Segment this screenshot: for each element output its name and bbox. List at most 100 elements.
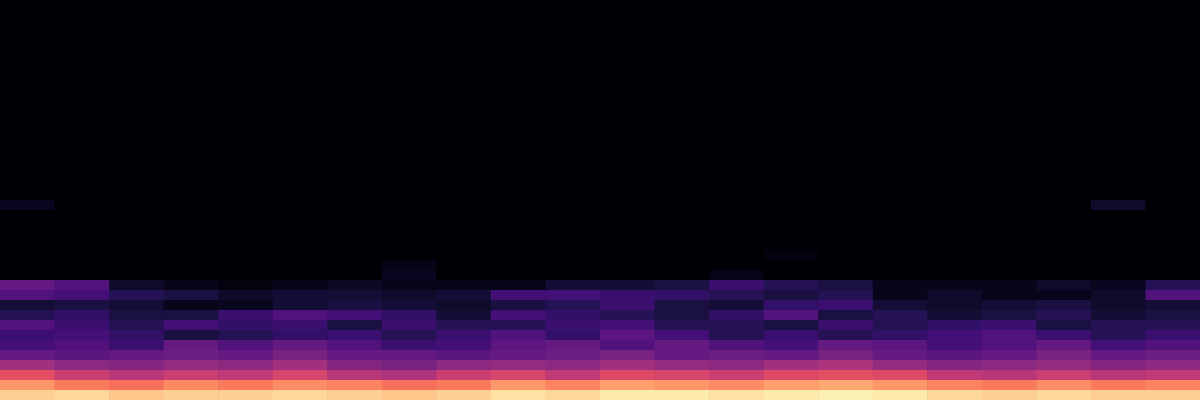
heatmap-cell [218,170,273,181]
heatmap-cell [109,130,164,141]
heatmap-cell [600,230,655,241]
heatmap-cell [0,340,55,351]
heatmap-cell [164,230,219,241]
heatmap-cell [1091,130,1146,141]
heatmap-cell [164,40,219,51]
heatmap-cell [109,190,164,201]
heatmap-cell [545,200,600,211]
heatmap-cell [764,270,819,281]
heatmap-cell [273,30,328,41]
heatmap-cell [1091,340,1146,351]
heatmap-cell [436,0,491,11]
heatmap-cell [164,150,219,161]
heatmap-cell [109,230,164,241]
heatmap-cell [0,0,55,11]
heatmap-cell [1036,230,1091,241]
heatmap-cell [109,90,164,101]
heatmap-cell [1036,20,1091,31]
heatmap-cell [1091,240,1146,251]
heatmap-cell [1145,250,1200,261]
heatmap-cell [818,380,873,391]
heatmap-cell [873,50,928,61]
heatmap-cell [382,340,437,351]
heatmap-cell [600,40,655,51]
heatmap-cell [600,340,655,351]
heatmap-cell [982,370,1037,381]
heatmap-cell [709,250,764,261]
heatmap-cell [273,190,328,201]
heatmap-cell [436,30,491,41]
heatmap-cell [436,270,491,281]
heatmap-cell [709,300,764,311]
heatmap-cell [818,130,873,141]
heatmap-cell [0,230,55,241]
heatmap-cell [218,100,273,111]
heatmap-cell [327,30,382,41]
heatmap-cell [764,220,819,231]
heatmap-cell [600,380,655,391]
heatmap-cell [327,350,382,361]
heatmap-cell [109,60,164,71]
heatmap-cell [436,210,491,221]
heatmap-cell [273,300,328,311]
heatmap-cell [273,70,328,81]
heatmap-cell [818,120,873,131]
heatmap-cell [491,60,546,71]
heatmap-cell [218,140,273,151]
heatmap-cell [109,140,164,151]
heatmap-cell [655,170,710,181]
heatmap-cell [818,190,873,201]
heatmap-cell [764,370,819,381]
heatmap-cell [0,40,55,51]
heatmap-cell [764,110,819,121]
heatmap-cell [818,370,873,381]
heatmap-cell [927,310,982,321]
heatmap-cell [764,50,819,61]
heatmap-cell [55,30,110,41]
heatmap-cell [927,380,982,391]
heatmap-cell [982,20,1037,31]
heatmap-cell [164,90,219,101]
heatmap-cell [982,50,1037,61]
heatmap-cell [327,70,382,81]
heatmap-cell [764,180,819,191]
heatmap-cell [873,180,928,191]
heatmap-cell [218,220,273,231]
heatmap-cell [1145,310,1200,321]
heatmap-cell [273,370,328,381]
heatmap-cell [545,300,600,311]
heatmap-cell [818,390,873,400]
heatmap-cell [545,20,600,31]
heatmap-cell [818,10,873,21]
heatmap-cell [545,270,600,281]
heatmap-cell [491,370,546,381]
heatmap-cell [491,180,546,191]
heatmap-cell [218,240,273,251]
heatmap-cell [545,280,600,291]
heatmap-cell [491,260,546,271]
heatmap-cell [927,360,982,371]
heatmap-cell [0,70,55,81]
heatmap-cell [1036,210,1091,221]
heatmap-cell [1036,380,1091,391]
heatmap-cell [273,290,328,301]
heatmap-cell [1145,170,1200,181]
heatmap-cell [1145,270,1200,281]
heatmap-cell [0,320,55,331]
heatmap-cell [709,220,764,231]
heatmap-cell [164,120,219,131]
heatmap-cell [273,130,328,141]
heatmap-cell [491,340,546,351]
heatmap-cell [545,110,600,121]
heatmap-cell [491,0,546,11]
heatmap-cell [55,200,110,211]
heatmap-cell [491,210,546,221]
heatmap-cell [1091,170,1146,181]
heatmap-cell [164,320,219,331]
heatmap-cell [1091,10,1146,21]
heatmap-cell [600,130,655,141]
heatmap-cell [764,320,819,331]
heatmap-cell [164,350,219,361]
heatmap-cell [327,310,382,321]
heatmap-cell [164,170,219,181]
